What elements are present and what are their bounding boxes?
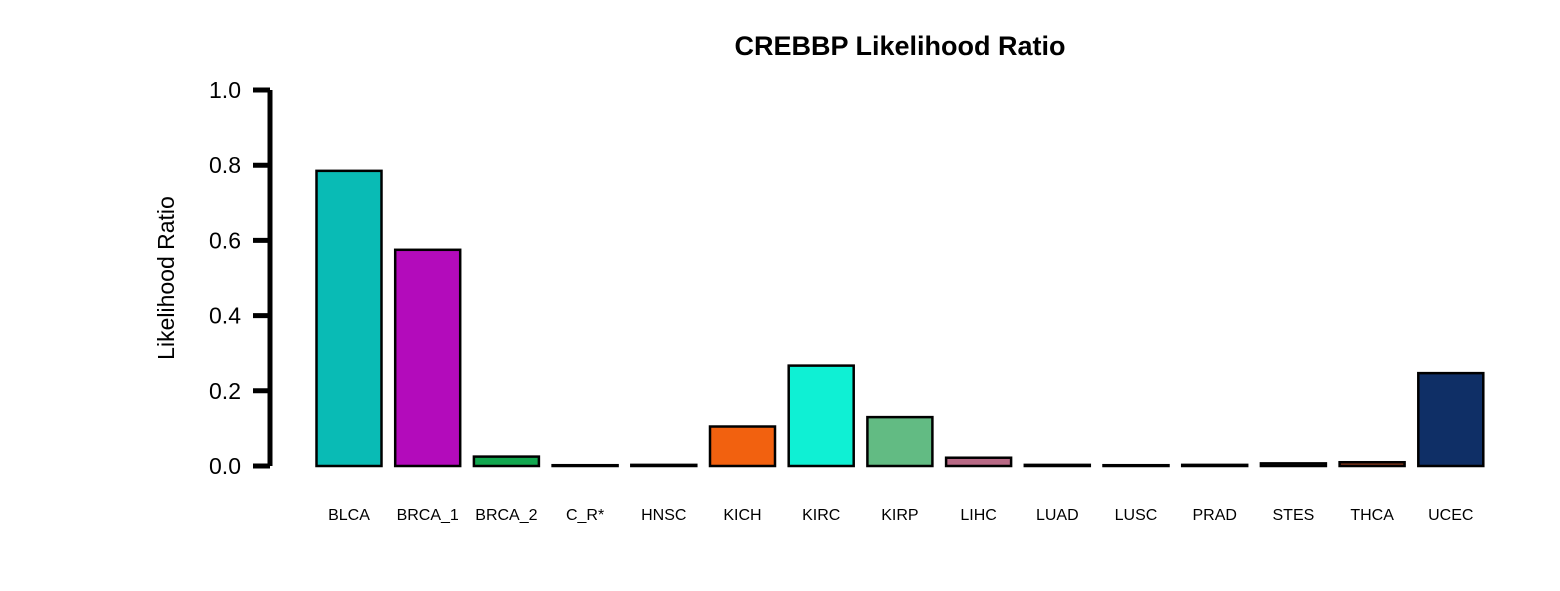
y-axis-label: Likelihood Ratio [153, 196, 179, 360]
bar-prad [1180, 463, 1249, 468]
x-tick-label: KIRC [802, 507, 840, 524]
bar-blca [315, 169, 383, 468]
x-tick-label: STES [1273, 507, 1315, 524]
bar-c-r [551, 463, 619, 468]
y-tick-label: 0.6 [209, 227, 241, 253]
x-axis-tick-labels: BLCA BRCA_1 BRCA_2 C_R* HNSC KICH KIRC KIRP LIHC… [328, 507, 1473, 524]
bar-stes [1259, 462, 1328, 468]
bar-thca [1338, 460, 1406, 468]
bar-lihc [944, 456, 1013, 468]
x-tick-label: KICH [723, 507, 761, 524]
x-tick-label: PRAD [1192, 507, 1236, 524]
x-tick-label: BRCA_1 [397, 507, 459, 524]
bar-ucec [1417, 371, 1485, 468]
x-tick-label: HNSC [641, 507, 686, 524]
bar-lusc [1102, 463, 1170, 468]
bar-hnsc [630, 463, 698, 468]
bar-brca-1 [393, 248, 462, 468]
chart-title: CREBBP Likelihood Ratio [734, 31, 1065, 61]
y-axis: 0.0 0.2 0.4 0.6 0.8 1.0 [209, 77, 273, 479]
bar-luad [1023, 463, 1092, 468]
y-tick-label: 1.0 [209, 77, 241, 103]
x-tick-label: C_R* [566, 507, 604, 524]
bar-kirp [866, 415, 934, 468]
bar-brca-2 [472, 455, 541, 468]
x-tick-label: KIRP [881, 507, 918, 524]
x-tick-label: LUSC [1115, 507, 1158, 524]
x-tick-label: BLCA [328, 507, 370, 524]
y-tick-label: 0.2 [209, 378, 241, 404]
x-tick-label: BRCA_2 [475, 507, 537, 524]
bar-kirc [787, 364, 855, 468]
y-tick-label: 0.8 [209, 152, 241, 178]
bars [315, 169, 1485, 468]
x-tick-label: UCEC [1428, 507, 1473, 524]
y-tick-label: 0.4 [209, 303, 241, 329]
x-tick-label: THCA [1350, 507, 1394, 524]
x-tick-label: LUAD [1036, 507, 1079, 524]
x-tick-label: LIHC [960, 507, 996, 524]
y-tick-label: 0.0 [209, 453, 241, 479]
bar-kich [708, 425, 777, 468]
